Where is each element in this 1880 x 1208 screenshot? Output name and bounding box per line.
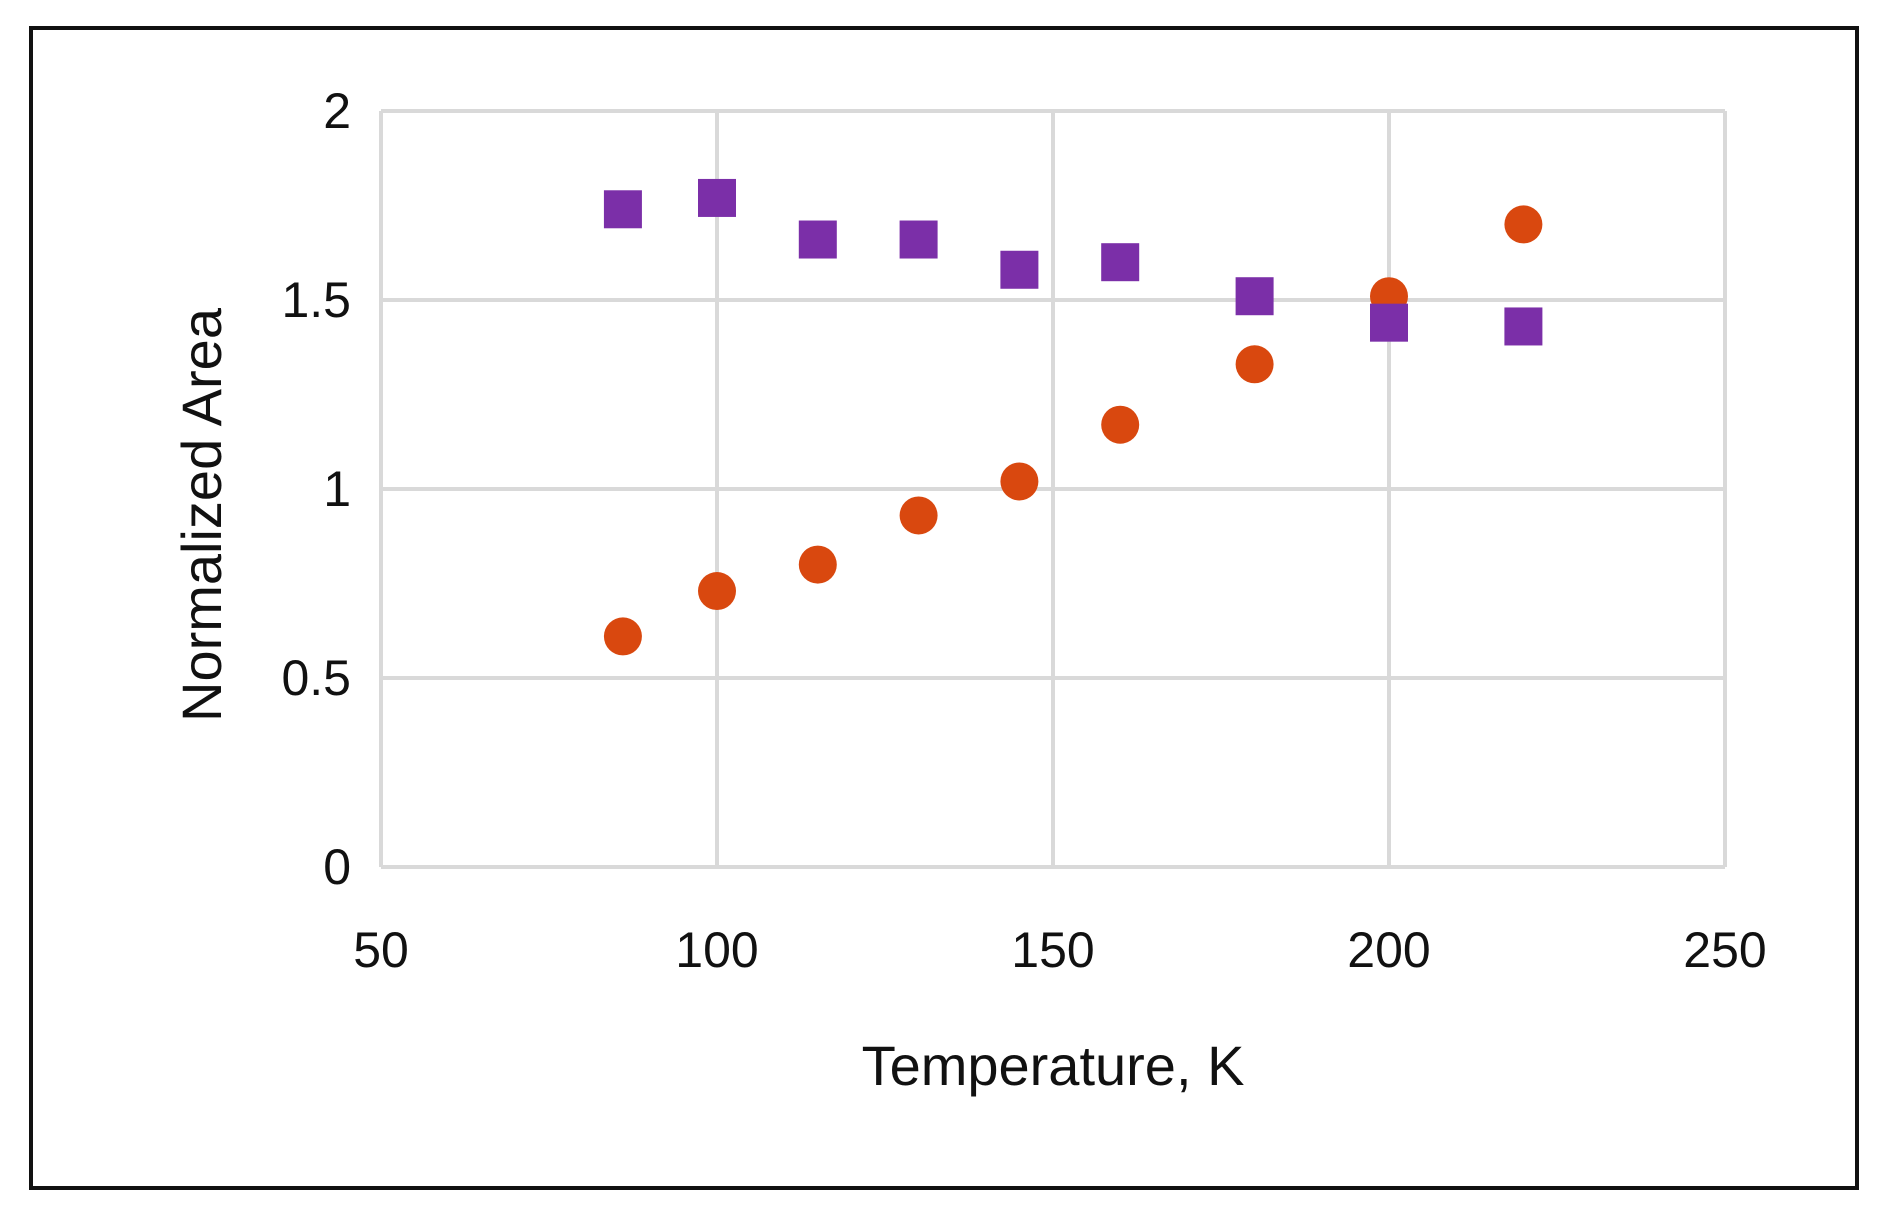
circle-data-point (1504, 205, 1543, 244)
circle-data-point (698, 572, 736, 611)
circle-data-point (1235, 345, 1274, 384)
grid-layer (379, 109, 1727, 869)
square-data-point (1504, 307, 1543, 346)
square-data-point (798, 220, 837, 259)
y-tick-label: 0.5 (281, 650, 351, 706)
circle-data-point (899, 496, 938, 535)
x-tick-label: 250 (1683, 922, 1766, 978)
circle-data-point (798, 545, 837, 584)
x-tick-label: 200 (1347, 922, 1430, 978)
y-tick-label: 0 (323, 839, 351, 895)
x-tick-label: 100 (675, 922, 758, 978)
square-data-point (899, 220, 938, 259)
y-axis-title: Normalized Area (170, 307, 233, 722)
square-data-point (1101, 243, 1140, 282)
y-tick-label: 1.5 (281, 272, 351, 328)
square-data-point (1235, 277, 1274, 316)
y-tick-label: 2 (323, 83, 351, 139)
y-tick-label: 1 (323, 461, 351, 517)
circle-data-point (1101, 405, 1140, 444)
square-data-point (1000, 250, 1039, 289)
circle-data-point (1000, 462, 1039, 501)
x-tick-label: 50 (353, 922, 409, 978)
tick-label-layer: 50 100 150 200 250 0 0.5 1 1.5 2 (281, 83, 1766, 978)
circle-data-point (603, 617, 642, 656)
x-tick-label: 150 (1011, 922, 1094, 978)
marks-layer (603, 178, 1543, 656)
square-data-point (603, 190, 642, 229)
square-data-point (698, 178, 736, 217)
x-axis-title: Temperature, K (862, 1034, 1245, 1097)
scatter-chart: 50 100 150 200 250 0 0.5 1 1.5 2 Temperature, K N… (170, 83, 1767, 1097)
chart-frame: 50 100 150 200 250 0 0.5 1 1.5 2 Temperature, K N… (29, 26, 1859, 1190)
square-data-point (1370, 303, 1408, 342)
